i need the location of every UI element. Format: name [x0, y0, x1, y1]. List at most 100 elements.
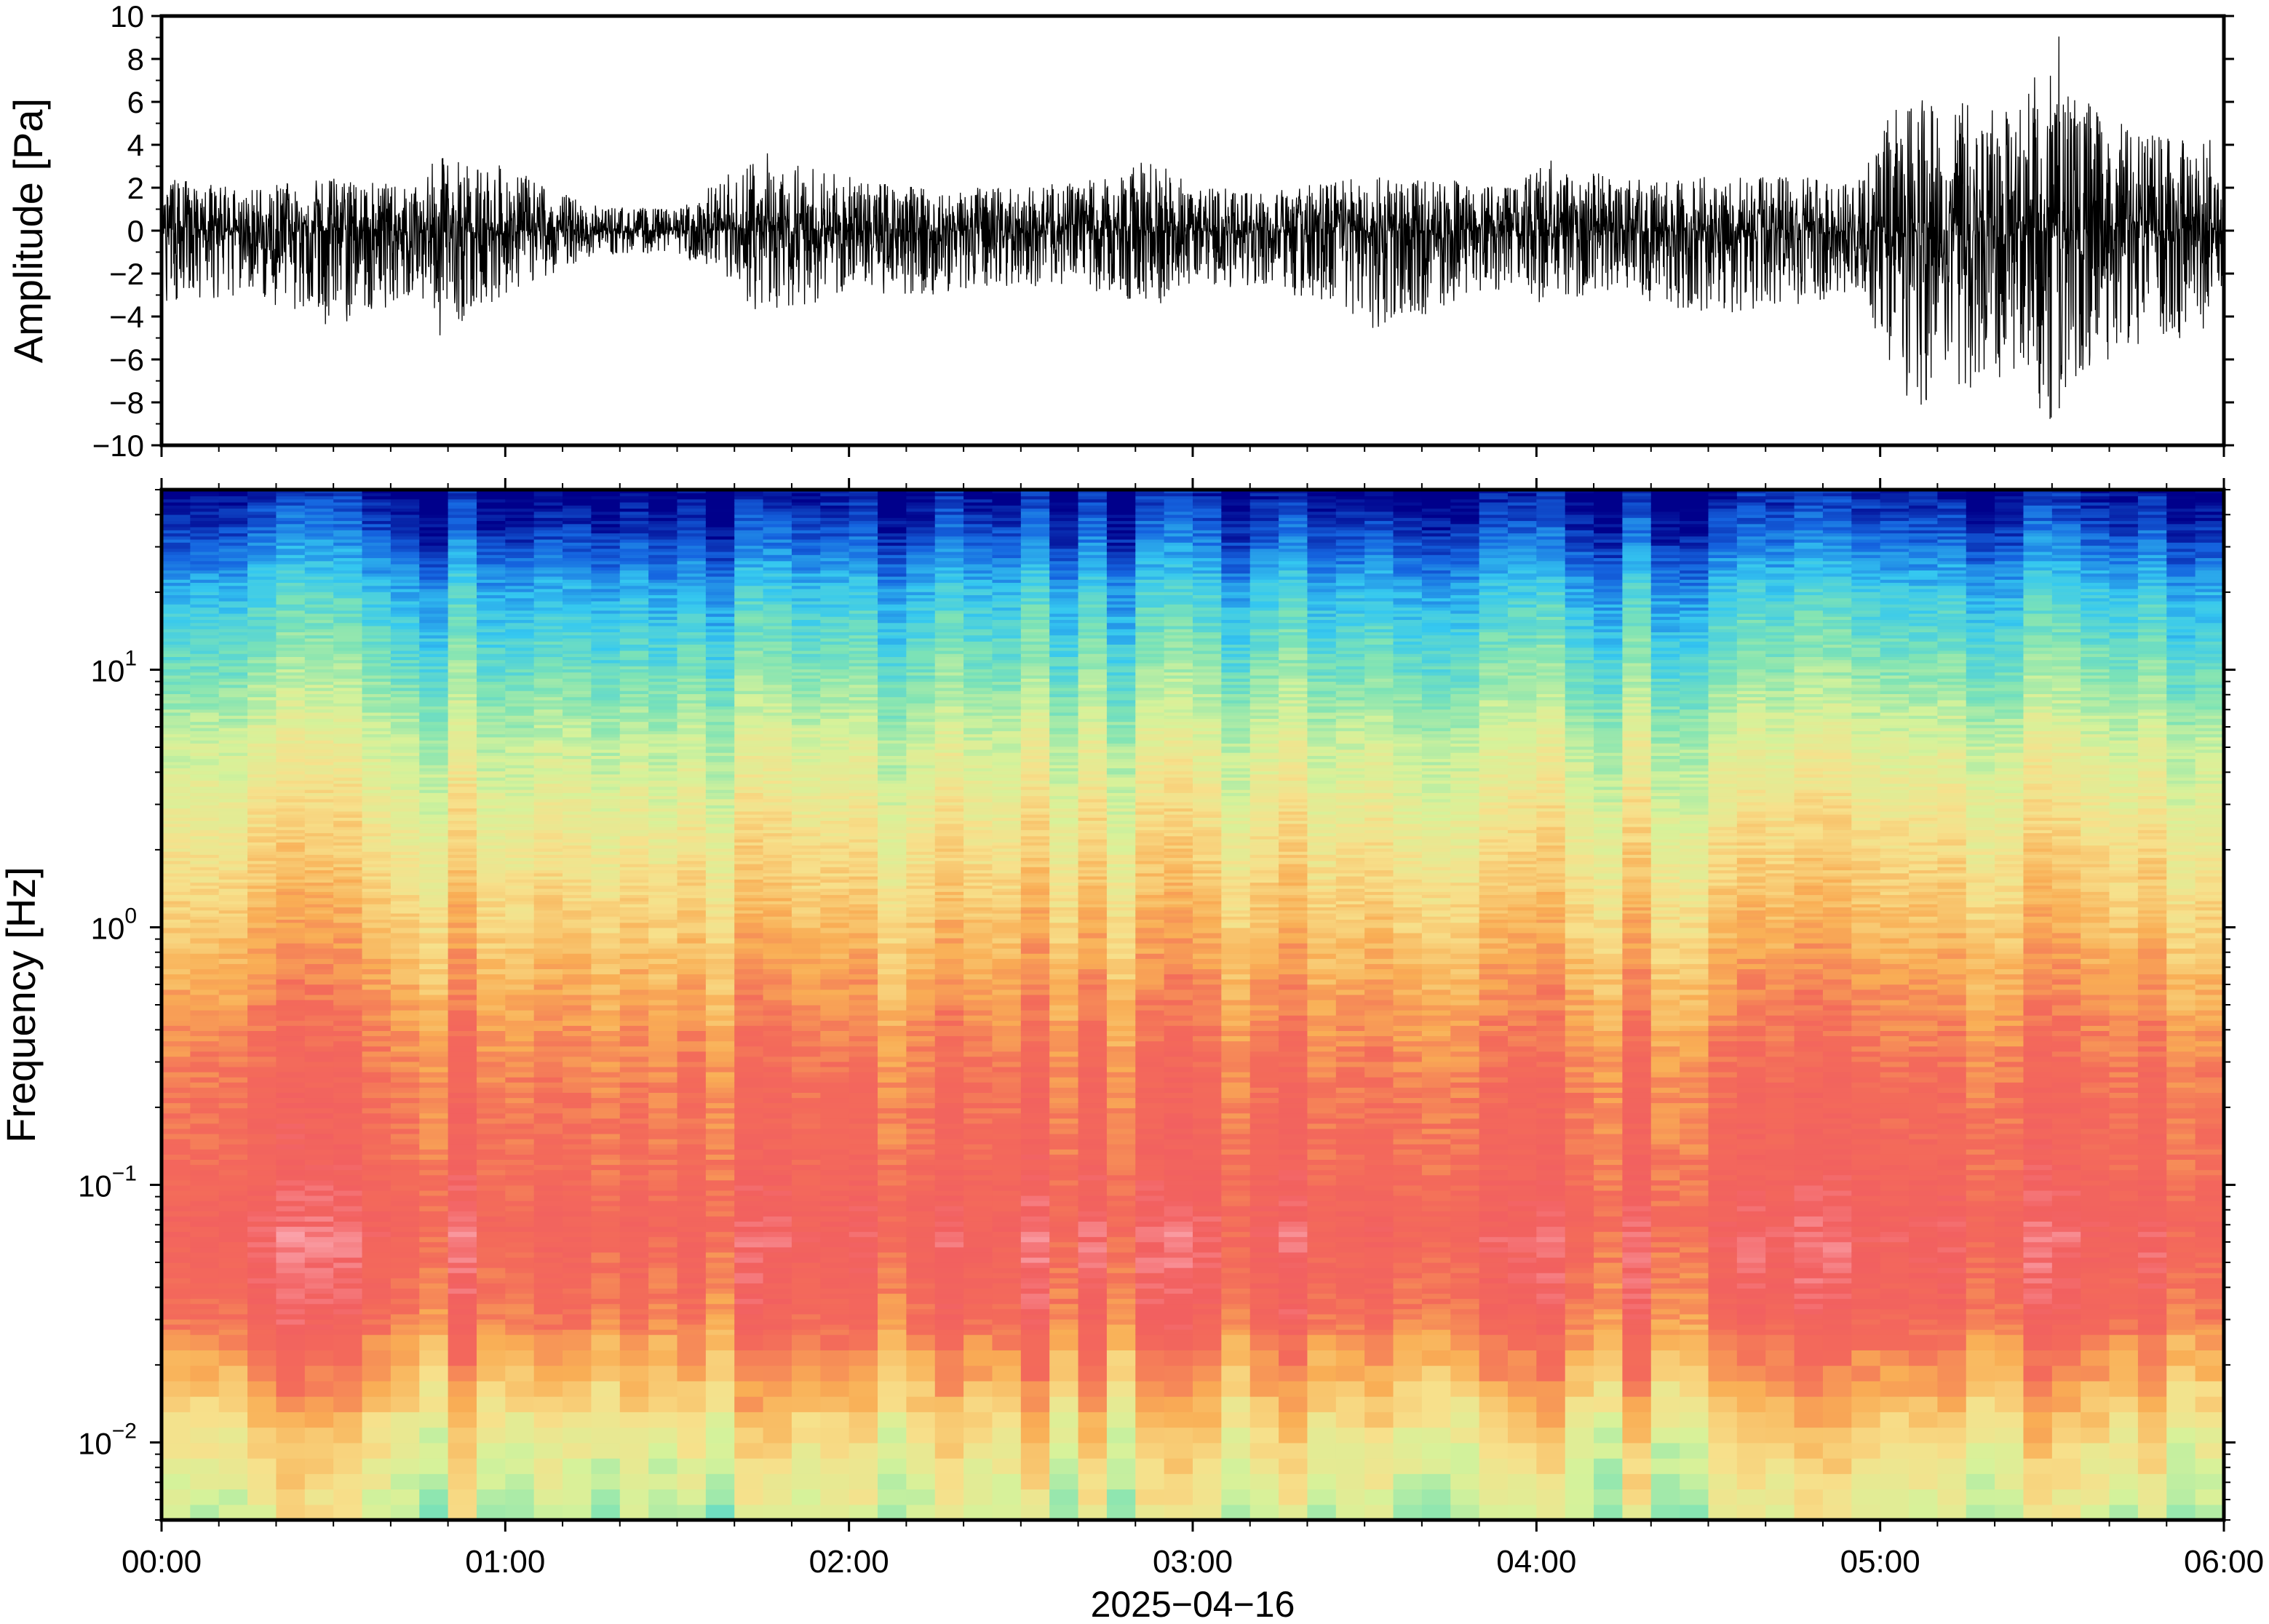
spectrogram-cell [305, 539, 334, 543]
spectrogram-cell [362, 873, 392, 877]
spectrogram-cell [162, 712, 191, 716]
spectrogram-cell [620, 512, 649, 515]
spectrogram-cell [391, 1278, 420, 1283]
spectrogram-cell [677, 675, 707, 679]
spectrogram-cell [505, 1473, 534, 1489]
spectrogram-cell [763, 1242, 792, 1248]
spectrogram-cell [419, 883, 448, 886]
spectrogram-cell [162, 777, 191, 781]
spectrogram-cell [305, 648, 334, 651]
spectrogram-cell [677, 953, 707, 959]
spectrogram-cell [477, 570, 506, 573]
spectrogram-cell [534, 576, 563, 580]
spectrogram-cell [591, 1242, 620, 1248]
spectrogram-cell [333, 1072, 362, 1078]
spectrogram-cell [763, 1396, 792, 1412]
spectrogram-cell [276, 573, 305, 577]
spectrogram-cell [247, 1252, 277, 1258]
spectrogram-cell [305, 845, 334, 849]
spectrogram-cell [162, 851, 191, 855]
spectrogram-cell [620, 728, 649, 731]
spectrogram-cell [706, 1489, 735, 1505]
spectrogram-cell [734, 943, 763, 949]
spectrogram-cell [448, 570, 477, 573]
spectrogram-cell [706, 1412, 735, 1428]
spectrogram-cell [734, 1041, 763, 1047]
spectrogram-cell [534, 885, 563, 889]
spectrogram-cell [276, 916, 305, 920]
spectrogram-cell [333, 536, 362, 540]
spectrogram-cell [648, 1005, 677, 1011]
spectrogram-cell [391, 943, 420, 949]
spectrogram-cell [448, 1267, 477, 1273]
spectrogram-cell [419, 943, 448, 949]
spectrogram-cell [706, 672, 735, 676]
spectrogram-cell [534, 638, 563, 642]
spectrogram-cell [734, 879, 763, 883]
spectrogram-cell [591, 916, 620, 920]
spectrogram-cell [591, 666, 620, 669]
spectrogram-cell [620, 539, 649, 543]
spectrogram-cell [591, 1087, 620, 1093]
spectrogram-cell [362, 570, 392, 573]
spectrogram-cell [362, 613, 392, 617]
spectrogram-cell [247, 780, 277, 784]
spectrogram-cell [362, 1278, 392, 1283]
spectrogram-cell [505, 1005, 534, 1011]
spectrogram-cell [620, 814, 649, 818]
spectrogram-cell [448, 833, 477, 837]
spectrogram-cell [362, 545, 392, 549]
spectrogram-cell [247, 789, 277, 793]
spectrogram-cell [477, 1211, 506, 1217]
spectrogram-cell [534, 592, 563, 595]
spectrogram-cell [677, 948, 707, 954]
spectrogram-cell [648, 690, 677, 694]
spectrogram-cell [563, 613, 592, 617]
spectrogram-cell [448, 777, 477, 781]
spectrogram-cell [333, 514, 362, 518]
spectrogram-cell [563, 784, 592, 787]
spectrogram-cell [247, 974, 277, 980]
spectrogram-cell [477, 635, 506, 639]
spectrogram-cell [391, 864, 420, 867]
spectrogram-cell [162, 1262, 191, 1268]
spectrogram-cell [563, 1278, 592, 1283]
spectrogram-cell [419, 1195, 448, 1201]
spectrogram-cell [448, 1097, 477, 1103]
spectrogram-cell [648, 678, 677, 682]
spectrogram-cell [362, 1206, 392, 1211]
spectrogram-cell [563, 995, 592, 1000]
spectrogram-cell [219, 968, 248, 974]
spectrogram-cell [391, 938, 420, 944]
spectrogram-cell [162, 1412, 191, 1428]
spectrogram-cell [505, 1051, 534, 1057]
spectrogram-cell [505, 576, 534, 580]
spectrogram-cell [505, 570, 534, 573]
spectrogram-cell [276, 542, 305, 546]
spectrogram-cell [505, 690, 534, 694]
spectrogram-cell [305, 771, 334, 775]
spectrogram-cell [677, 1108, 707, 1114]
spectrogram-cell [505, 1329, 534, 1335]
spectrogram-cell [734, 963, 763, 969]
spectrogram-cell [563, 792, 592, 796]
spectrogram-cell [648, 1237, 677, 1243]
spectrogram-cell [563, 638, 592, 642]
spectrogram-cell [362, 536, 392, 540]
spectrogram-cell [706, 681, 735, 685]
spectrogram-cell [534, 663, 563, 666]
spectrogram-cell [706, 1293, 735, 1299]
spectrogram-cell [333, 549, 362, 552]
spectrogram-cell [477, 885, 506, 889]
spectrogram-cell [734, 527, 763, 530]
spectrogram-cell [648, 885, 677, 889]
spectrogram-cell [190, 1097, 219, 1103]
spectrogram-cell [419, 693, 448, 697]
spectrogram-cell [563, 592, 592, 595]
spectrogram-cell [477, 958, 506, 964]
spectrogram-cell [247, 968, 277, 974]
spectrogram-cell [505, 851, 534, 855]
spectrogram-cell [620, 706, 649, 709]
spectrogram-cell [219, 557, 248, 561]
spectrogram-cell [333, 796, 362, 800]
